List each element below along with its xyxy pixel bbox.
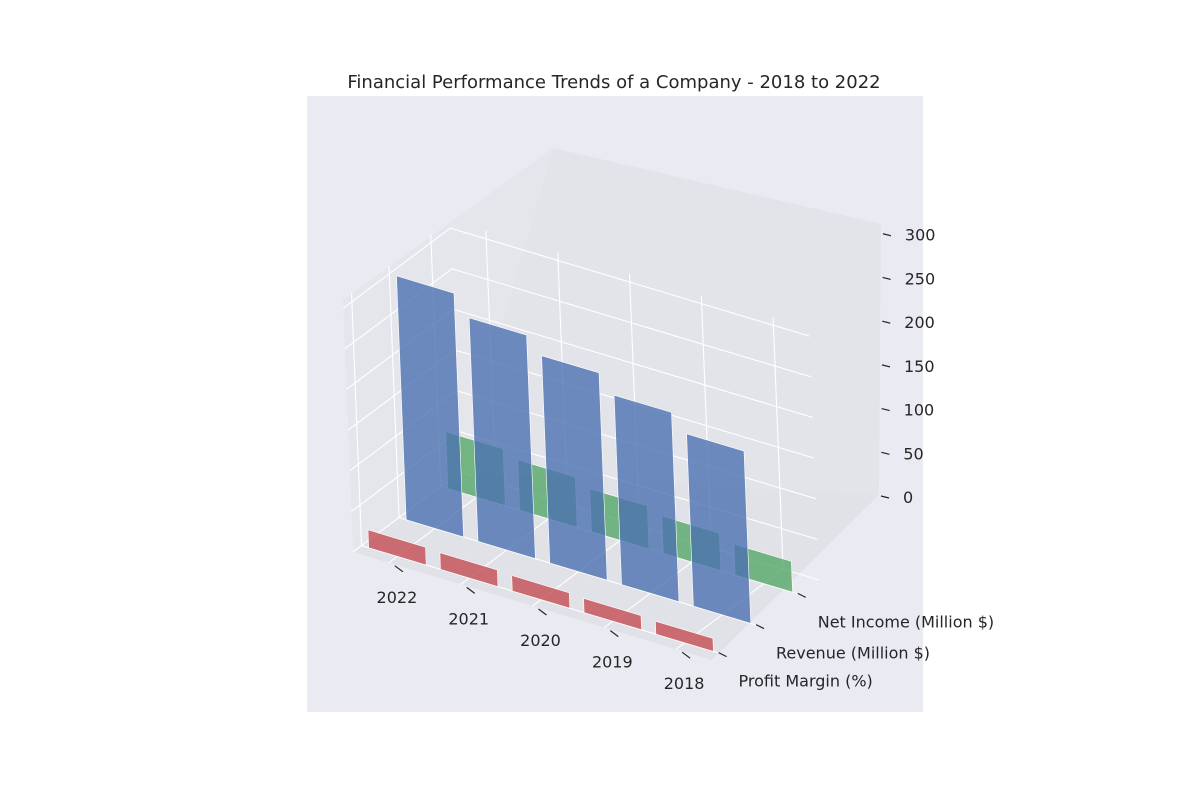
y-tick bbox=[755, 624, 765, 630]
back-grid-line bbox=[772, 317, 784, 570]
z-tick-label: 250 bbox=[905, 269, 936, 288]
bar-profit-margin--2018 bbox=[655, 620, 714, 652]
bars bbox=[367, 275, 793, 652]
x-tick-label: 2022 bbox=[377, 588, 418, 607]
chart-title: Financial Performance Trends of a Compan… bbox=[347, 72, 880, 93]
z-tick bbox=[882, 233, 892, 237]
z-tick bbox=[880, 495, 890, 499]
wall-grid-line bbox=[351, 293, 363, 546]
x-tick-label: 2018 bbox=[664, 674, 705, 693]
x-tick bbox=[466, 586, 476, 594]
y-tick-label: Revenue (Million $) bbox=[776, 644, 930, 663]
z-tick-label: 0 bbox=[903, 488, 913, 507]
z-tick-label: 150 bbox=[904, 357, 935, 376]
z-tick-label: 300 bbox=[905, 226, 936, 245]
x-tick bbox=[538, 608, 547, 616]
x-tick-label: 2019 bbox=[592, 653, 633, 672]
z-tick bbox=[881, 407, 890, 412]
y-tick bbox=[797, 592, 807, 598]
z-tick bbox=[881, 364, 891, 368]
bar-revenue-million--2019 bbox=[613, 394, 680, 603]
x-tick bbox=[609, 630, 619, 638]
z-grid-line bbox=[344, 268, 812, 378]
wall-grid-line bbox=[388, 265, 400, 518]
y-tick bbox=[718, 652, 727, 658]
z-tick-label: 200 bbox=[904, 313, 935, 332]
y-tick-label: Profit Margin (%) bbox=[739, 672, 873, 691]
x-tick-label: 2021 bbox=[448, 609, 489, 628]
z-grid-line bbox=[342, 227, 810, 337]
bar-revenue-million--2021 bbox=[468, 317, 536, 560]
x-tick-label: 2020 bbox=[520, 631, 561, 650]
y-tick-label: Net Income (Million $) bbox=[818, 612, 994, 631]
x-tick bbox=[681, 651, 691, 659]
bar-profit-margin--2022 bbox=[367, 529, 427, 566]
x-tick bbox=[394, 565, 404, 573]
bar-profit-margin--2019 bbox=[583, 597, 642, 631]
z-tick-label: 50 bbox=[903, 444, 923, 463]
z-tick bbox=[882, 276, 891, 281]
z-tick bbox=[881, 451, 890, 455]
bar-revenue-million--2022 bbox=[396, 275, 464, 538]
bar-revenue-million--2018 bbox=[686, 433, 752, 624]
bar-profit-margin--2020 bbox=[511, 575, 571, 609]
bar-revenue-million--2020 bbox=[541, 355, 608, 581]
z-tick-label: 100 bbox=[904, 401, 935, 420]
z-tick bbox=[882, 320, 891, 324]
bar-profit-margin--2021 bbox=[439, 552, 499, 588]
axis-ticks: 2022 2021 2020 2019 2018 Profit Margin (%) Rev… bbox=[377, 226, 995, 693]
